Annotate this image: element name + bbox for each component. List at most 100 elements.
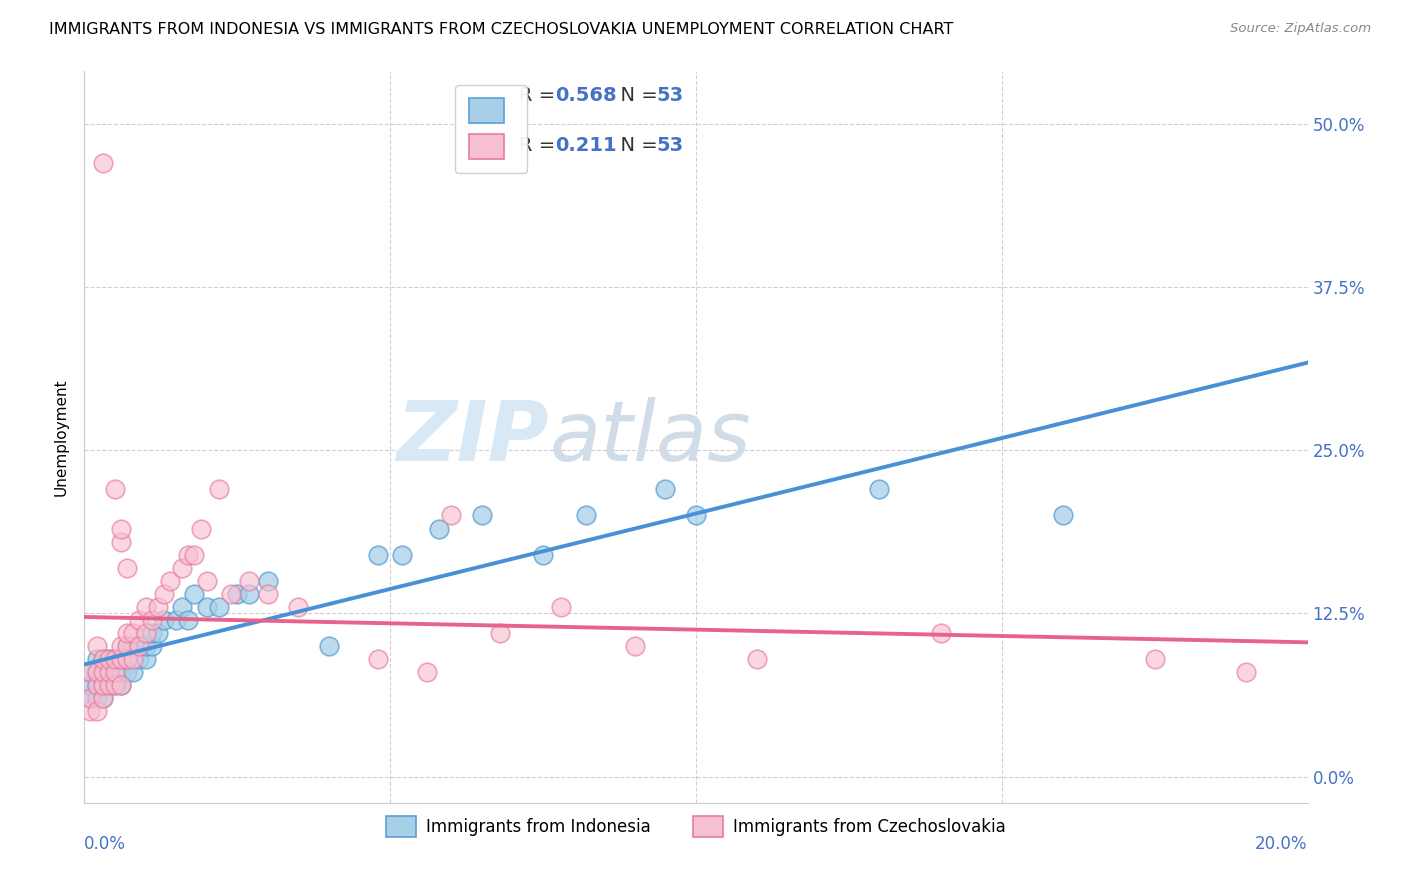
Point — [391, 548, 413, 562]
Text: 0.568: 0.568 — [555, 86, 617, 105]
Point — [153, 587, 176, 601]
Point — [550, 599, 572, 614]
Point — [146, 626, 169, 640]
Point — [86, 678, 108, 692]
Point — [86, 691, 108, 706]
Point — [110, 534, 132, 549]
Point — [79, 665, 101, 680]
Point — [97, 665, 120, 680]
Point — [440, 508, 463, 523]
Point — [1143, 652, 1166, 666]
Point — [135, 652, 157, 666]
Text: N =: N = — [607, 136, 664, 154]
Point — [110, 678, 132, 692]
Point — [91, 652, 114, 666]
Point — [146, 599, 169, 614]
Point — [115, 652, 138, 666]
Point — [153, 613, 176, 627]
Point — [122, 639, 145, 653]
Point — [122, 626, 145, 640]
Point — [86, 639, 108, 653]
Point — [97, 665, 120, 680]
Point — [110, 678, 132, 692]
Point — [79, 691, 101, 706]
Point — [257, 574, 280, 588]
Text: IMMIGRANTS FROM INDONESIA VS IMMIGRANTS FROM CZECHOSLOVAKIA UNEMPLOYMENT CORRELA: IMMIGRANTS FROM INDONESIA VS IMMIGRANTS … — [49, 22, 953, 37]
Point — [747, 652, 769, 666]
Point — [416, 665, 439, 680]
Point — [115, 626, 138, 640]
Point — [86, 665, 108, 680]
Point — [115, 652, 138, 666]
Point — [685, 508, 707, 523]
Point — [287, 599, 309, 614]
Text: 53: 53 — [657, 86, 683, 105]
Point — [141, 639, 163, 653]
Point — [427, 521, 450, 535]
Point — [177, 613, 200, 627]
Point — [226, 587, 249, 601]
Point — [104, 665, 127, 680]
Text: atlas: atlas — [550, 397, 751, 477]
Point — [177, 548, 200, 562]
Point — [115, 560, 138, 574]
Point — [135, 639, 157, 653]
Point — [172, 560, 194, 574]
Point — [86, 705, 108, 719]
Point — [141, 613, 163, 627]
Point — [91, 678, 114, 692]
Point — [115, 639, 138, 653]
Point — [104, 483, 127, 497]
Point — [86, 665, 108, 680]
Point — [122, 665, 145, 680]
Point — [128, 613, 150, 627]
Point — [91, 665, 114, 680]
Point — [91, 678, 114, 692]
Point — [91, 665, 114, 680]
Point — [208, 599, 231, 614]
Point — [104, 652, 127, 666]
Point — [135, 599, 157, 614]
Point — [128, 639, 150, 653]
Point — [122, 652, 145, 666]
Point — [104, 665, 127, 680]
Point — [165, 613, 187, 627]
Text: R =: R = — [519, 136, 561, 154]
Point — [318, 639, 340, 653]
Point — [471, 508, 494, 523]
Text: N =: N = — [607, 86, 664, 105]
Point — [654, 483, 676, 497]
Point — [128, 652, 150, 666]
Text: 20.0%: 20.0% — [1256, 836, 1308, 854]
Text: 0.211: 0.211 — [555, 136, 617, 154]
Point — [79, 691, 101, 706]
Point — [115, 639, 138, 653]
Point — [110, 652, 132, 666]
Point — [104, 652, 127, 666]
Point — [91, 652, 114, 666]
Point — [115, 665, 138, 680]
Point — [624, 639, 647, 653]
Point — [257, 587, 280, 601]
Legend: Immigrants from Indonesia, Immigrants from Czechoslovakia: Immigrants from Indonesia, Immigrants fr… — [378, 807, 1014, 846]
Point — [1052, 508, 1074, 523]
Point — [91, 691, 114, 706]
Point — [489, 626, 512, 640]
Text: 0.0%: 0.0% — [84, 836, 127, 854]
Point — [531, 548, 554, 562]
Point — [86, 678, 108, 692]
Point — [104, 678, 127, 692]
Point — [183, 587, 205, 601]
Point — [97, 678, 120, 692]
Point — [79, 678, 101, 692]
Point — [172, 599, 194, 614]
Point — [367, 548, 389, 562]
Point — [183, 548, 205, 562]
Point — [110, 665, 132, 680]
Point — [159, 574, 181, 588]
Point — [79, 665, 101, 680]
Text: Source: ZipAtlas.com: Source: ZipAtlas.com — [1230, 22, 1371, 36]
Point — [91, 155, 114, 169]
Point — [195, 599, 218, 614]
Point — [79, 705, 101, 719]
